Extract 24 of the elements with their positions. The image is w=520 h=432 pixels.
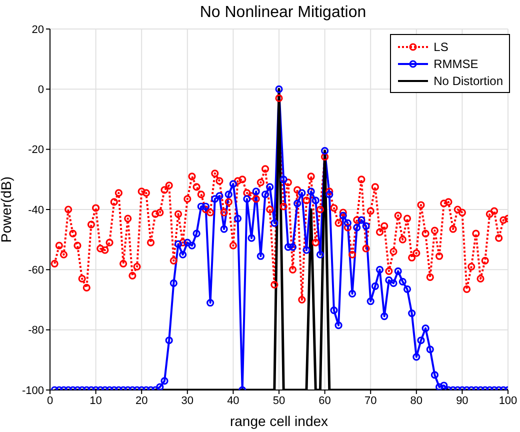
- x-tick-label: 40: [227, 394, 240, 407]
- x-tick-label: 70: [364, 394, 377, 407]
- y-tick-label: -60: [28, 264, 44, 277]
- legend-label: No Distortion: [434, 74, 503, 88]
- legend-label: RMMSE: [434, 56, 478, 70]
- x-tick-label: 20: [135, 394, 148, 407]
- y-tick-label: -20: [28, 144, 44, 156]
- y-tick-label: -80: [28, 324, 44, 337]
- y-tick-label: -100: [22, 384, 44, 397]
- x-axis-title: range cell index: [230, 413, 328, 429]
- y-axis-title: Power(dB): [0, 176, 14, 243]
- x-tick-label: 100: [498, 394, 518, 407]
- y-tick-label: 20: [32, 24, 44, 36]
- x-tick-label: 0: [46, 394, 54, 407]
- chart-title: No Nonlinear Mitigation: [198, 4, 368, 22]
- x-tick-label: 90: [456, 394, 468, 407]
- x-tick-label: 80: [410, 394, 423, 407]
- x-tick-label: 60: [318, 394, 331, 407]
- y-tick-label: -40: [28, 204, 44, 216]
- x-tick-label: 30: [181, 394, 194, 407]
- legend-label: LS: [434, 40, 448, 54]
- x-tick-label: 50: [272, 394, 286, 407]
- x-tick-label: 10: [90, 394, 102, 407]
- y-tick-label: 0: [38, 84, 44, 96]
